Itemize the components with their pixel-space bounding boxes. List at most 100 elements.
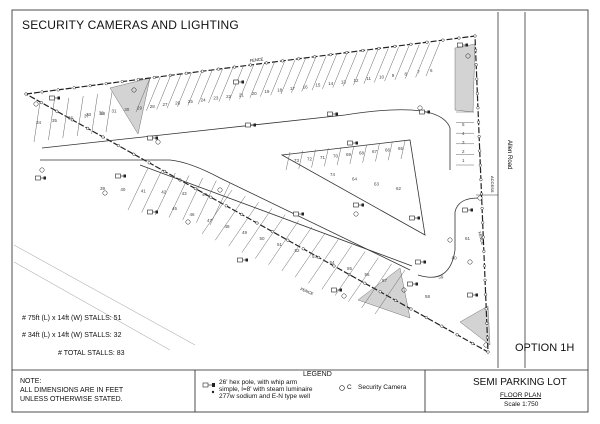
fence-label-right: FENCE	[477, 231, 485, 246]
fence-post	[332, 264, 336, 268]
legend-camera-letter: C	[347, 384, 352, 391]
fence-posts	[24, 34, 490, 354]
stall-number: 24	[201, 97, 207, 102]
light-pole-base	[327, 111, 333, 117]
fence-post	[424, 316, 428, 320]
light-fixture	[339, 288, 342, 292]
stall-stripes-top-row	[135, 41, 441, 113]
security-camera-icon	[102, 190, 108, 196]
stall-stripe	[228, 202, 259, 247]
fence-post	[329, 53, 333, 57]
fence-post	[55, 109, 59, 113]
light-fixture	[415, 282, 418, 286]
fence-post	[152, 75, 156, 79]
light-fixture	[301, 212, 304, 216]
stall-number: 43	[182, 191, 188, 196]
fence-post	[474, 48, 478, 52]
security-camera-icon	[483, 342, 489, 348]
stall-stripe	[322, 54, 337, 89]
stall-stripe	[62, 97, 70, 139]
fence-label-top: FENCE	[250, 56, 264, 63]
stall-stripe	[255, 214, 286, 259]
fence-post	[393, 44, 397, 48]
stall-number: 55	[347, 266, 353, 271]
stall-number: 21	[239, 92, 245, 97]
stall-numbers-upper-left: 34 35 36 37 38	[36, 111, 106, 125]
adjacent-lot-line-2	[13, 261, 171, 351]
stall-number: 37	[84, 113, 90, 118]
lower-bay-curb	[139, 164, 413, 267]
stall-number: 13	[341, 79, 347, 84]
fence-post	[301, 247, 305, 251]
stall-number: 51	[277, 242, 283, 247]
stall-number: 42	[161, 190, 167, 195]
stall-stripe	[336, 147, 342, 166]
fence-post	[232, 65, 237, 69]
stall-number: 29	[137, 105, 143, 110]
stall-stripe	[332, 53, 348, 88]
stall-stripe	[105, 91, 113, 133]
fence-post	[455, 333, 459, 337]
light-fixture	[43, 176, 46, 180]
stall-number: 5	[462, 122, 465, 127]
stall-number: 69	[346, 152, 352, 157]
security-cameras	[33, 53, 489, 348]
light-fixture	[57, 96, 60, 100]
fence-post	[481, 235, 485, 239]
light-fixture	[427, 110, 430, 114]
light-pole-base	[293, 211, 299, 217]
stall-stripe	[127, 167, 149, 211]
fence-post	[378, 290, 382, 294]
stall-stripe	[177, 72, 192, 107]
stall-stripe	[141, 170, 162, 213]
stall-stripe	[361, 263, 392, 308]
stall-stripe	[301, 57, 316, 92]
security-camera-icon	[341, 293, 347, 299]
fence-post	[409, 307, 413, 311]
fence-post	[441, 38, 445, 42]
stall-number: 48	[225, 224, 231, 229]
stall-stripe	[362, 144, 367, 163]
light-pole-base	[115, 173, 121, 179]
fence-post	[39, 101, 43, 105]
stall-stripe	[156, 75, 171, 110]
light-fixture	[253, 123, 256, 127]
fence-post	[440, 324, 444, 328]
light-fixture	[245, 258, 248, 262]
security-camera-icon	[477, 195, 483, 201]
stall-stripe	[281, 226, 313, 272]
security-camera-icon	[185, 219, 191, 225]
light-fixture	[241, 80, 244, 84]
light-pole-base	[49, 95, 55, 101]
stall-stripe	[249, 63, 265, 98]
stall-stripes-upper-left	[33, 91, 113, 143]
stall-stripes-island	[285, 140, 406, 171]
legend-camera-label: Security Camera	[358, 384, 407, 391]
fence-post	[471, 341, 475, 345]
stall-number: 15	[315, 83, 321, 88]
fence-post	[485, 336, 489, 340]
stall-number: 20	[252, 91, 258, 96]
stall-number: 74	[330, 172, 336, 177]
security-camera-icon	[155, 139, 161, 145]
fence-post	[224, 204, 228, 208]
light-fixture	[475, 293, 478, 297]
fence-post	[475, 77, 479, 81]
stall-number: 9	[392, 73, 395, 78]
light-pole-base	[245, 122, 251, 128]
stall-number: 50	[260, 236, 266, 241]
light-pole-base	[415, 259, 421, 265]
security-camera-icon	[401, 287, 407, 293]
security-camera-icon	[447, 237, 453, 243]
fence-post	[24, 92, 28, 96]
stall-stripe	[324, 148, 329, 167]
stall-number: 27	[162, 102, 168, 107]
stall-stripe	[91, 93, 98, 135]
security-camera-icon	[353, 211, 359, 217]
landscape-areas	[109, 43, 491, 346]
stall-stripe	[342, 52, 358, 87]
security-camera-icon	[39, 167, 45, 173]
stall-numbers-right-column: 5 4 3 2 1	[462, 122, 465, 163]
fence-post	[485, 321, 489, 325]
